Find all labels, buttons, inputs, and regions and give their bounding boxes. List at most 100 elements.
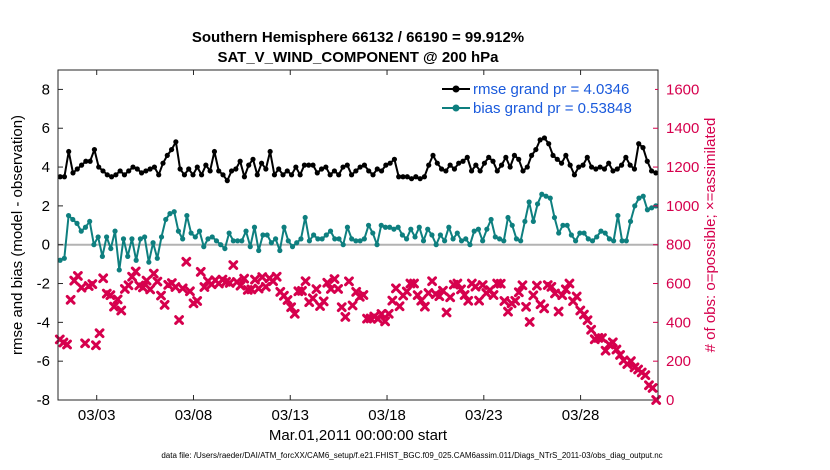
obs-assimilated-marker xyxy=(98,273,109,284)
obs-assimilated-marker xyxy=(477,280,488,290)
bias-point xyxy=(129,236,135,242)
obs-markers xyxy=(54,256,662,405)
rmse-point xyxy=(451,166,458,172)
bias-point xyxy=(594,234,600,240)
rmse-point xyxy=(126,168,132,174)
rmse-point xyxy=(391,156,398,162)
bias-point xyxy=(154,255,160,261)
obs-assimilated-marker xyxy=(116,305,127,316)
bias-point xyxy=(116,267,122,273)
rmse-point xyxy=(400,174,406,180)
bias-point xyxy=(606,236,613,242)
bias-point xyxy=(319,236,325,242)
bias-point xyxy=(454,230,460,236)
rmse-point xyxy=(408,176,415,182)
obs-assimilated-marker xyxy=(463,295,474,306)
rmse-point xyxy=(383,162,389,168)
rmse-point xyxy=(537,137,543,143)
bias-point xyxy=(78,228,84,234)
bias-point xyxy=(619,238,625,244)
rmse-point xyxy=(220,172,226,178)
rmse-point xyxy=(588,164,595,170)
bias-point xyxy=(437,232,443,238)
rmse-point xyxy=(593,166,599,172)
bias-point xyxy=(137,236,143,242)
rmse-point xyxy=(584,154,590,160)
rmse-point xyxy=(258,160,265,166)
obs-assimilated-marker xyxy=(159,299,170,310)
obs-assimilated-marker xyxy=(76,282,87,293)
bias-point xyxy=(602,230,608,236)
bias-point xyxy=(87,218,93,225)
y-axis-left-label: rmse and bias (model - observation) xyxy=(9,115,26,355)
obs-assimilated-marker xyxy=(524,317,535,327)
bias-point xyxy=(327,228,334,234)
rmse-point xyxy=(91,146,98,153)
rmse-point xyxy=(297,172,303,178)
rmse-point xyxy=(147,166,153,172)
bias-point xyxy=(501,238,507,244)
bias-point xyxy=(142,234,148,240)
obs-assimilated-marker xyxy=(441,307,452,318)
bias-point xyxy=(492,234,498,240)
obs-assimilated-marker xyxy=(521,301,531,312)
obs-assimilated-marker xyxy=(557,290,568,301)
obs-assimilated-marker xyxy=(517,280,528,291)
bias-point xyxy=(589,238,596,244)
rmse-point xyxy=(481,160,488,166)
y-right-tick-label: 600 xyxy=(666,276,691,293)
obs-assimilated-marker xyxy=(586,324,597,335)
obs-assimilated-marker xyxy=(387,295,398,306)
bias-point xyxy=(581,230,587,236)
obs-assimilated-marker xyxy=(152,276,163,287)
obs-assimilated-marker xyxy=(513,287,524,298)
bias-point xyxy=(230,238,236,244)
obs-assimilated-marker xyxy=(192,296,203,306)
obs-assimilated-marker xyxy=(282,295,293,305)
rmse-point xyxy=(554,156,560,162)
obs-assimilated-marker xyxy=(112,294,123,305)
rmse-point xyxy=(387,160,393,166)
bias-point xyxy=(361,236,367,242)
obs-assimilated-marker xyxy=(344,276,354,287)
bias-point xyxy=(298,236,304,242)
rmse-point xyxy=(426,162,432,168)
bias-point xyxy=(108,245,114,252)
rmse-point xyxy=(653,170,659,176)
rmse-point xyxy=(366,168,372,174)
rmse-point xyxy=(413,174,419,180)
obs-assimilated-marker xyxy=(138,282,148,293)
bias-point xyxy=(120,236,127,242)
bias-point xyxy=(471,228,477,234)
data-file-footer: data file: /Users/raeder/DAI/ATM_forcXX/… xyxy=(161,451,662,460)
rmse-point xyxy=(460,158,466,164)
y-left-tick-label: -8 xyxy=(37,392,50,409)
rmse-point xyxy=(558,160,565,166)
rmse-point xyxy=(263,166,269,172)
obs-assimilated-marker xyxy=(503,306,513,317)
obs-assimilated-marker xyxy=(199,282,210,292)
rmse-point xyxy=(486,154,492,160)
rmse-point xyxy=(113,172,119,178)
obs-assimilated-marker xyxy=(427,276,437,287)
rmse-point xyxy=(597,164,603,170)
obs-assimilated-marker xyxy=(470,281,481,292)
rmse-point xyxy=(186,166,192,172)
rmse-point xyxy=(571,172,578,178)
obs-assimilated-marker xyxy=(459,290,470,300)
y-left-tick-label: -4 xyxy=(37,314,50,331)
bias-point xyxy=(509,222,515,228)
obs-assimilated-marker xyxy=(123,280,134,291)
rmse-point xyxy=(443,168,449,174)
legend: rmse grand pr = 4.0346 bias grand pr = 0… xyxy=(437,78,655,120)
rmse-point xyxy=(164,152,170,159)
y-axis-left: -8 -6 -4 -2 0 2 4 6 8 xyxy=(37,81,63,409)
obs-assimilated-marker xyxy=(358,290,369,300)
bias-point xyxy=(99,253,105,259)
bias-point xyxy=(91,242,97,248)
obs-assimilated-marker xyxy=(445,292,456,303)
rmse-point xyxy=(293,164,299,170)
rmse-point xyxy=(100,168,106,174)
rmse-point xyxy=(331,168,338,174)
